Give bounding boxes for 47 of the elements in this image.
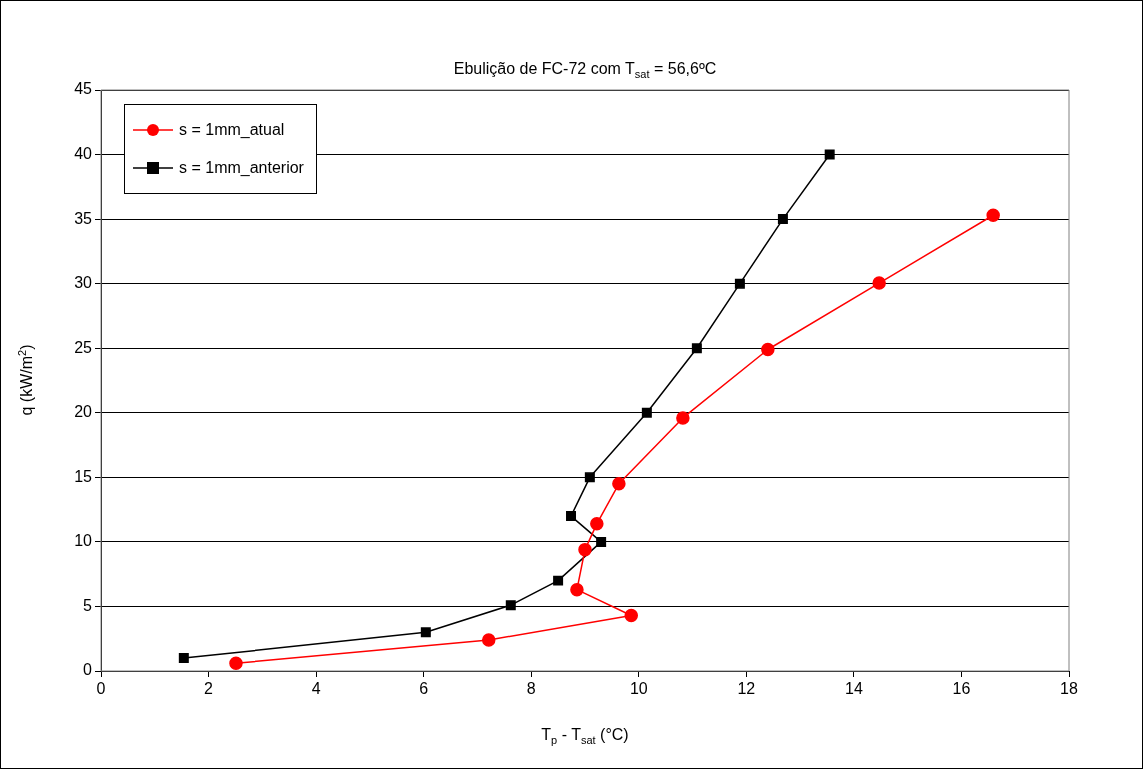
point [584, 472, 595, 483]
point [641, 407, 652, 418]
point [872, 276, 886, 290]
point [229, 656, 243, 670]
point [691, 343, 702, 354]
x-tick-label: 14 [844, 680, 863, 698]
point [420, 627, 431, 638]
y-tick-label: 30 [74, 274, 93, 292]
point [777, 214, 788, 225]
point [570, 582, 584, 597]
x-tick-label: 16 [952, 680, 971, 698]
x-tick-label: 2 [204, 680, 214, 698]
point [986, 208, 1000, 222]
chart-title: Ebulição de FC-72 com T$_{sat}$ = 56,6ºC [452, 60, 718, 81]
y-tick-label: 5 [83, 596, 93, 614]
y-tick-label: 25 [74, 338, 93, 356]
point [612, 477, 626, 491]
x-axis-title: T$_{p}$ - T$_{sat}$ (°C) [540, 726, 630, 747]
y-tick-label: 40 [74, 144, 93, 162]
y-tick-label: 20 [74, 403, 93, 421]
point [624, 608, 638, 623]
x-tick-label: 10 [629, 680, 648, 698]
point [590, 517, 604, 531]
y-tick-label: 10 [74, 532, 93, 550]
y-tick-label: 0 [83, 661, 93, 679]
point [734, 278, 745, 289]
x-tick-label: 8 [526, 680, 536, 698]
point [178, 653, 189, 664]
x-tick-label: 4 [311, 680, 321, 698]
point [596, 536, 607, 547]
point [761, 342, 775, 357]
point [566, 511, 577, 522]
point [578, 542, 592, 557]
point [824, 149, 835, 160]
x-tick-label: 18 [1060, 680, 1078, 698]
point [481, 633, 496, 647]
y-tick-label: 45 [74, 80, 93, 98]
x-tick-label: 0 [96, 680, 106, 698]
point [676, 411, 690, 425]
y-tick-label: 15 [74, 467, 93, 485]
legend-label: s = 1mm_anterior [179, 159, 304, 177]
x-tick-label: 12 [737, 680, 756, 698]
point [553, 575, 564, 586]
x-tick-label: 6 [419, 680, 429, 698]
point [505, 600, 516, 611]
y-tick-label: 35 [74, 209, 93, 227]
legend-label: s = 1mm_atual [179, 121, 285, 139]
